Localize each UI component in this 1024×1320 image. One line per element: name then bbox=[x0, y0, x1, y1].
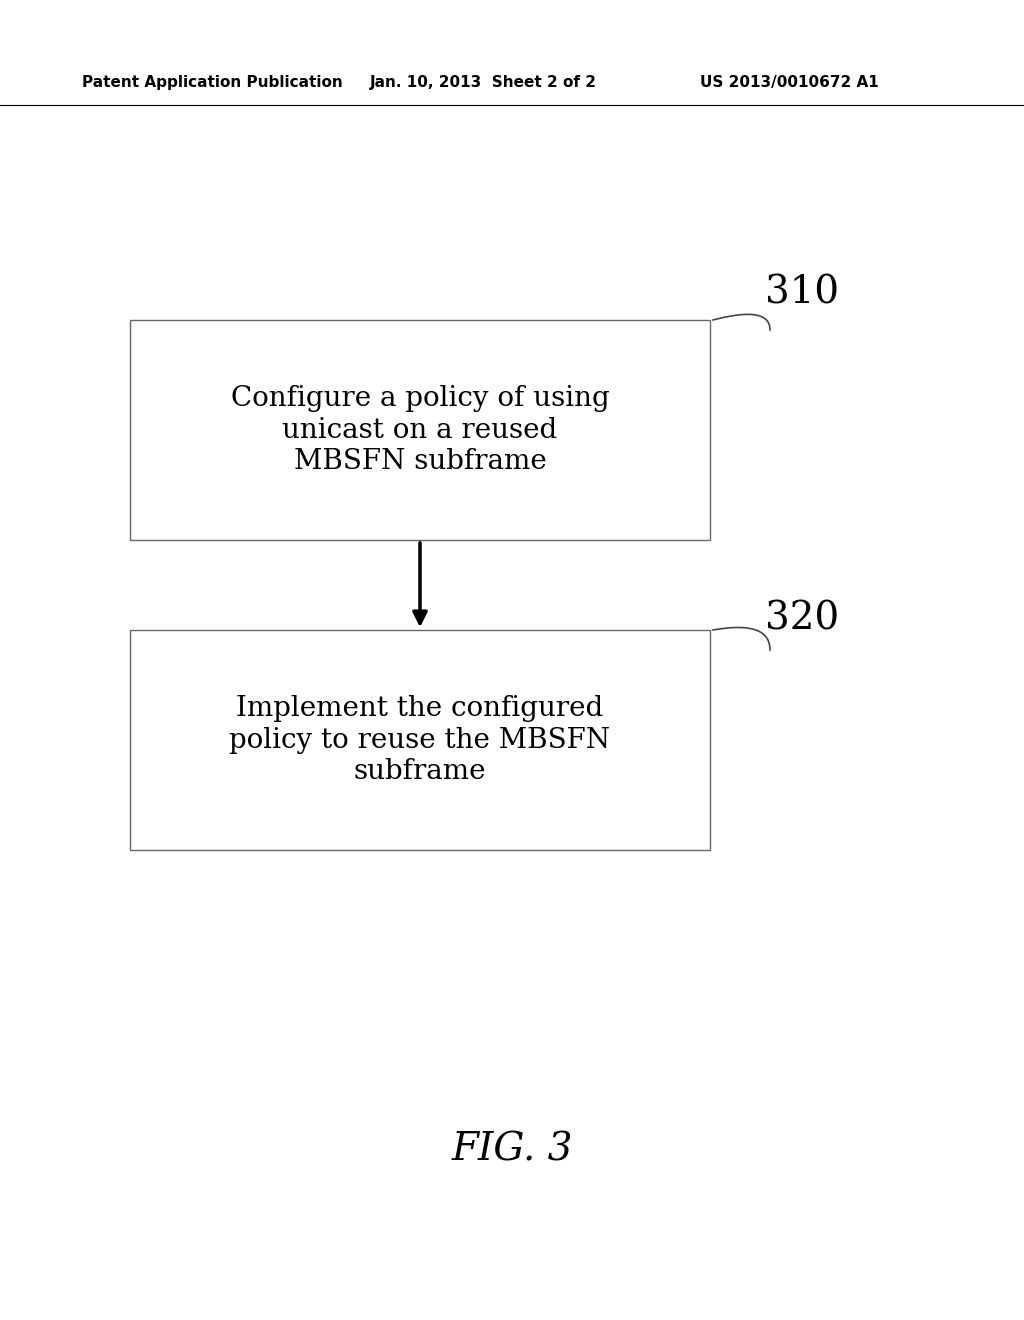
Text: FIG. 3: FIG. 3 bbox=[452, 1131, 572, 1168]
Text: 320: 320 bbox=[765, 601, 840, 638]
Text: Implement the configured
policy to reuse the MBSFN
subframe: Implement the configured policy to reuse… bbox=[229, 696, 610, 784]
Text: US 2013/0010672 A1: US 2013/0010672 A1 bbox=[700, 75, 879, 90]
Text: 310: 310 bbox=[765, 275, 839, 312]
Bar bbox=[130, 630, 710, 850]
Bar bbox=[130, 319, 710, 540]
Text: Configure a policy of using
unicast on a reused
MBSFN subframe: Configure a policy of using unicast on a… bbox=[230, 385, 609, 475]
Text: Jan. 10, 2013  Sheet 2 of 2: Jan. 10, 2013 Sheet 2 of 2 bbox=[370, 75, 597, 90]
Text: Patent Application Publication: Patent Application Publication bbox=[82, 75, 343, 90]
